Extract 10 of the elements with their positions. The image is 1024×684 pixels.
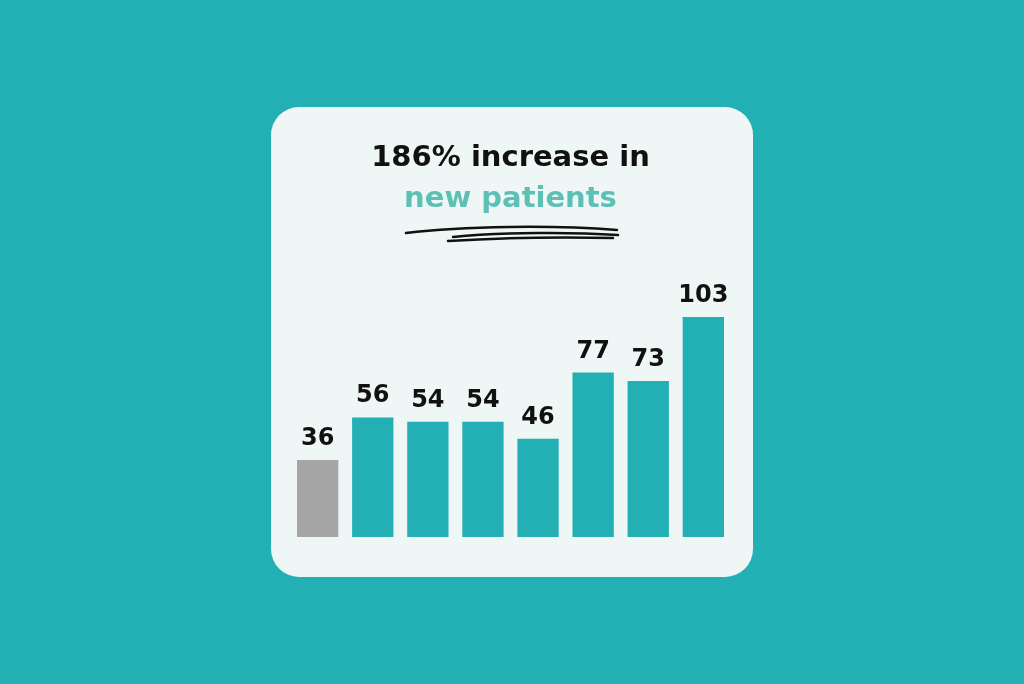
data-label: 56 — [356, 380, 390, 409]
data-label: 77 — [576, 335, 610, 364]
data-label: 54 — [466, 384, 500, 413]
chart-title: 186% increase in — [371, 139, 650, 173]
data-label: 73 — [631, 344, 665, 373]
data-label: 46 — [521, 401, 555, 430]
chart-subtitle: new patients — [404, 180, 617, 214]
data-label: 36 — [300, 423, 335, 452]
data-label: 103 — [678, 280, 729, 308]
data-label: 54 — [411, 384, 445, 413]
